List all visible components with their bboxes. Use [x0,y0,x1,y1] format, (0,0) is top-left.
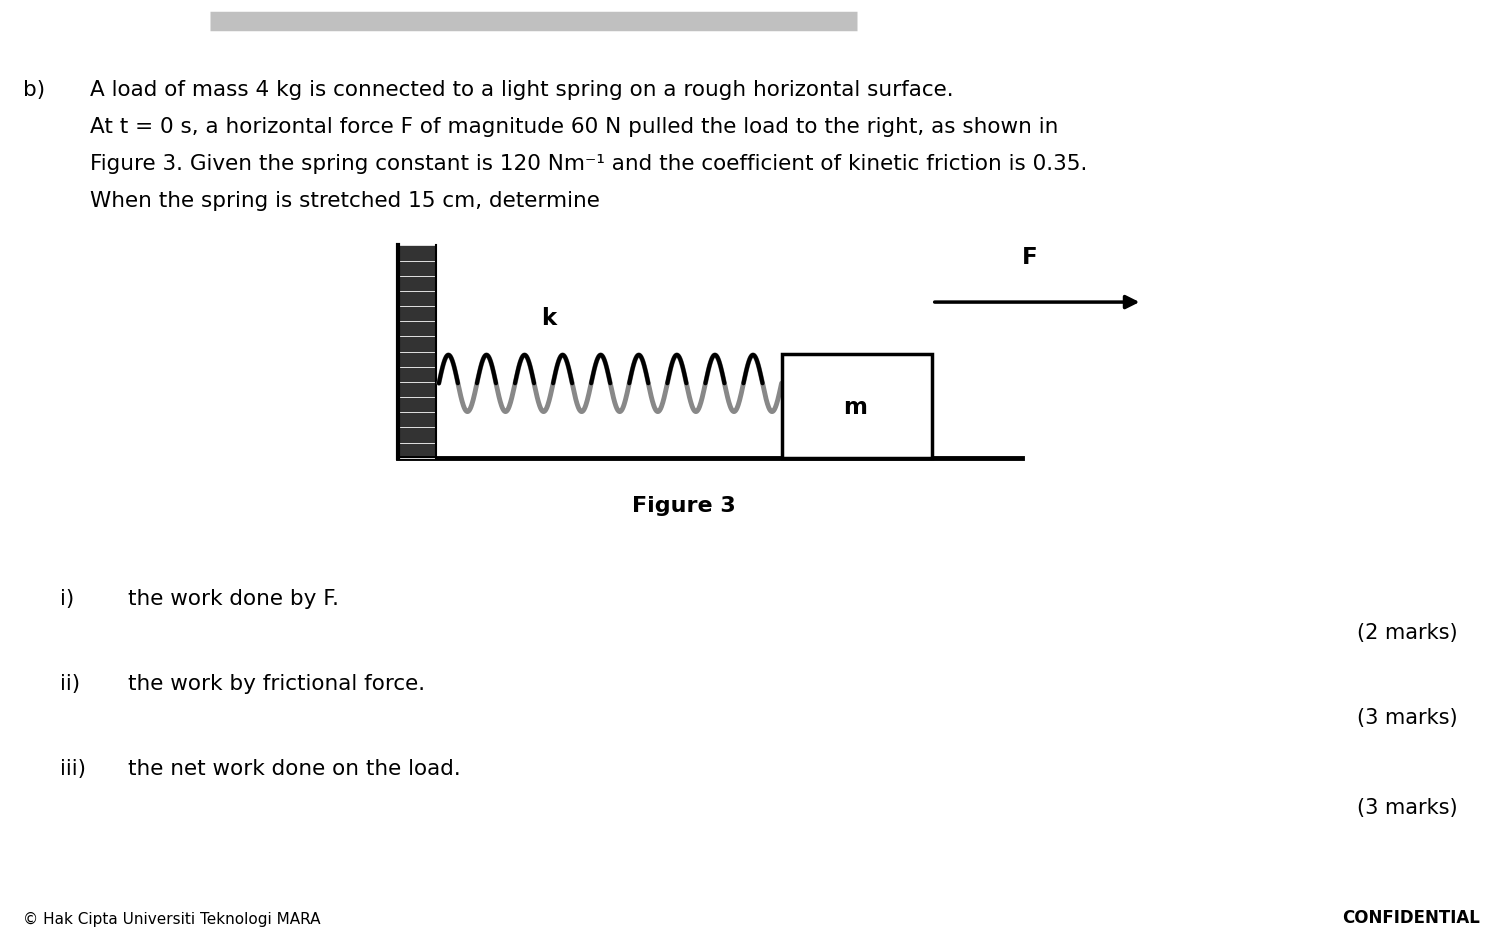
Text: Figure 3: Figure 3 [631,496,736,515]
Text: b): b) [23,80,45,100]
Text: (2 marks): (2 marks) [1357,623,1458,643]
Text: © Hak Cipta Universiti Teknologi MARA: © Hak Cipta Universiti Teknologi MARA [23,912,320,927]
Text: the net work done on the load.: the net work done on the load. [128,759,460,779]
Text: the work done by F.: the work done by F. [128,589,338,609]
Bar [398,245,436,458]
Text: iii): iii) [60,759,86,779]
Text: A load of mass 4 kg is connected to a light spring on a rough horizontal surface: A load of mass 4 kg is connected to a li… [90,80,954,100]
Text: At t = 0 s, a horizontal force F of magnitude 60 N pulled the load to the right,: At t = 0 s, a horizontal force F of magn… [90,117,1058,137]
Bar [782,354,932,458]
Text: When the spring is stretched 15 cm, determine: When the spring is stretched 15 cm, dete… [90,191,600,211]
Text: CONFIDENTIAL: CONFIDENTIAL [1342,909,1480,927]
Text: (3 marks): (3 marks) [1357,708,1458,728]
Text: m: m [843,396,867,419]
Text: F: F [1022,246,1037,269]
Text: (3 marks): (3 marks) [1357,798,1458,818]
Text: Figure 3. Given the spring constant is 120 Nm⁻¹ and the coefficient of kinetic f: Figure 3. Given the spring constant is 1… [90,154,1088,174]
Text: i): i) [60,589,74,609]
Text: the work by frictional force.: the work by frictional force. [128,674,425,694]
Text: k: k [541,308,556,330]
Text: ii): ii) [60,674,80,694]
